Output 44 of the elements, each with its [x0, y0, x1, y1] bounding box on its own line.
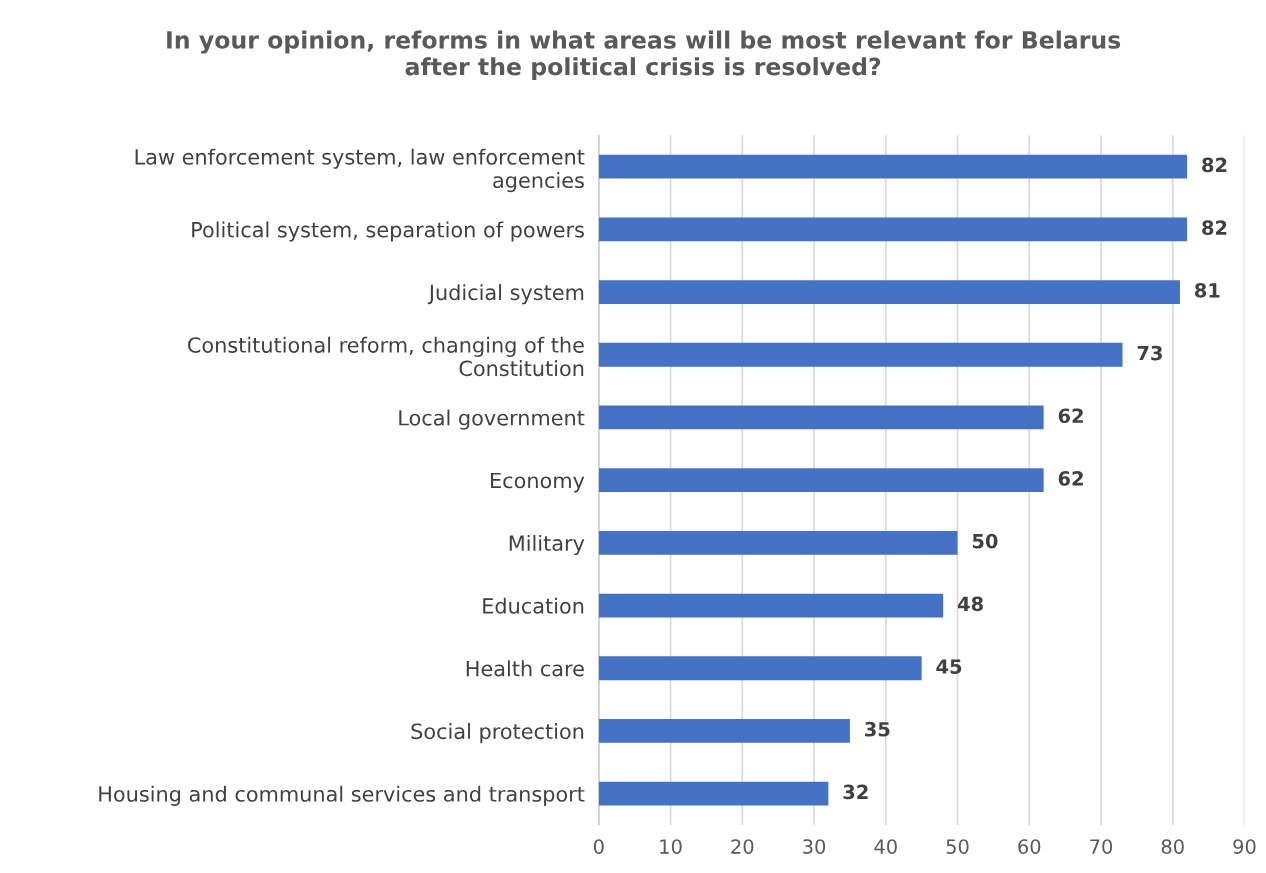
bar — [598, 656, 922, 681]
data-label: 82 — [1202, 157, 1227, 173]
x-tick-label: 30 — [803, 839, 826, 854]
y-tick-label: Judicial system — [427, 284, 584, 305]
data-label: 81 — [1194, 282, 1220, 298]
data-label: 48 — [957, 596, 983, 612]
y-tick-label: Economy — [491, 472, 585, 493]
bar — [598, 719, 850, 743]
x-tick-label: 80 — [1161, 839, 1184, 854]
bar — [598, 530, 958, 555]
data-label: 82 — [1202, 220, 1227, 235]
x-tick-label: 50 — [946, 839, 969, 854]
x-tick-label: 20 — [731, 839, 754, 854]
y-tick-label: Political system, separation of powers — [192, 221, 584, 242]
y-tick-label: Education — [483, 597, 584, 614]
y-tick-label: Local government — [399, 409, 585, 430]
x-tick-label: 0 — [593, 839, 604, 854]
data-label: 62 — [1058, 408, 1083, 424]
x-tick-label: 60 — [1018, 839, 1041, 854]
bar — [598, 593, 944, 618]
y-tick-label: Social protection — [411, 723, 584, 744]
y-tick-label: Health care — [466, 660, 584, 677]
y-tick-label: Housing and communal services and transport — [99, 785, 585, 806]
bar — [598, 217, 1188, 242]
data-label: 50 — [972, 533, 998, 549]
x-tick-label: 70 — [1090, 839, 1113, 854]
bar — [598, 154, 1188, 179]
data-label: 32 — [843, 784, 868, 800]
chart-title: In your opinion, reforms in what areas will be most relevant for Belarus after the political crisis is resolved? — [167, 30, 1121, 81]
data-label: 62 — [1058, 471, 1083, 486]
x-tick-label: 40 — [874, 839, 897, 854]
data-label: 73 — [1137, 345, 1162, 361]
data-label: 35 — [865, 721, 890, 737]
bar — [598, 280, 1180, 304]
bar — [598, 781, 829, 806]
y-tick-label: Law enforcement system, law enforcement agencies — [135, 148, 585, 193]
bar — [598, 468, 1044, 493]
bar — [598, 342, 1123, 367]
bar — [598, 405, 1044, 430]
x-tick-label: 10 — [660, 839, 682, 854]
y-tick-label: Constitutional reform, changing of the Constitution — [188, 336, 584, 377]
x-tick-label: 90 — [1233, 839, 1256, 854]
data-label: 45 — [936, 659, 962, 674]
y-tick-label: Military — [509, 534, 585, 556]
